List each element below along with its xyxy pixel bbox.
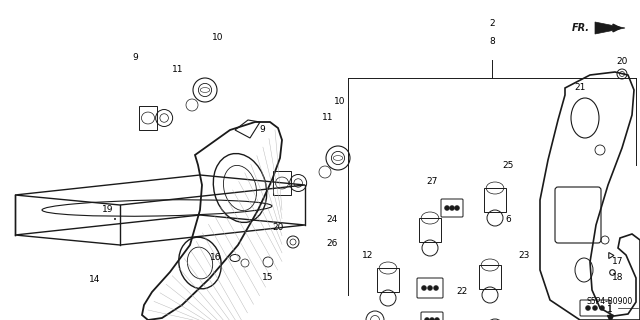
Bar bbox=[479, 265, 501, 289]
Bar bbox=[273, 171, 291, 195]
Circle shape bbox=[429, 317, 435, 320]
Circle shape bbox=[422, 285, 426, 291]
Text: 23: 23 bbox=[518, 251, 530, 260]
Text: 20: 20 bbox=[272, 223, 284, 233]
Circle shape bbox=[454, 205, 460, 211]
Bar bbox=[419, 218, 441, 242]
Text: 19: 19 bbox=[102, 205, 114, 214]
Text: 22: 22 bbox=[456, 287, 468, 297]
Text: 10: 10 bbox=[334, 98, 346, 107]
Circle shape bbox=[449, 205, 454, 211]
Circle shape bbox=[428, 285, 433, 291]
Circle shape bbox=[424, 317, 429, 320]
Text: 15: 15 bbox=[262, 274, 274, 283]
Circle shape bbox=[593, 306, 598, 310]
Text: 9: 9 bbox=[132, 53, 138, 62]
Circle shape bbox=[433, 285, 438, 291]
Text: FR.: FR. bbox=[572, 23, 590, 33]
Text: 27: 27 bbox=[426, 178, 438, 187]
Circle shape bbox=[435, 317, 440, 320]
Text: 25: 25 bbox=[502, 161, 514, 170]
Text: 2: 2 bbox=[489, 20, 495, 28]
Text: 16: 16 bbox=[211, 253, 221, 262]
Text: S5P4-B0900: S5P4-B0900 bbox=[587, 298, 633, 307]
Circle shape bbox=[586, 306, 591, 310]
Text: 17: 17 bbox=[612, 258, 624, 267]
Text: 18: 18 bbox=[612, 274, 624, 283]
Text: •: • bbox=[113, 217, 117, 223]
Text: 14: 14 bbox=[90, 276, 100, 284]
Text: 24: 24 bbox=[326, 215, 338, 225]
Text: 6: 6 bbox=[505, 215, 511, 225]
Bar bbox=[139, 106, 157, 130]
Text: 11: 11 bbox=[323, 114, 333, 123]
Text: 10: 10 bbox=[212, 34, 224, 43]
Text: 26: 26 bbox=[326, 239, 338, 249]
Text: 20: 20 bbox=[616, 58, 628, 67]
Bar bbox=[377, 268, 399, 292]
Text: 21: 21 bbox=[574, 84, 586, 92]
Circle shape bbox=[445, 205, 449, 211]
Text: 11: 11 bbox=[172, 66, 184, 75]
Polygon shape bbox=[595, 22, 625, 34]
Bar bbox=[484, 188, 506, 212]
Text: 9: 9 bbox=[259, 125, 265, 134]
Text: 1: 1 bbox=[607, 306, 613, 315]
Circle shape bbox=[600, 306, 605, 310]
Text: 8: 8 bbox=[489, 37, 495, 46]
Text: 12: 12 bbox=[362, 251, 374, 260]
